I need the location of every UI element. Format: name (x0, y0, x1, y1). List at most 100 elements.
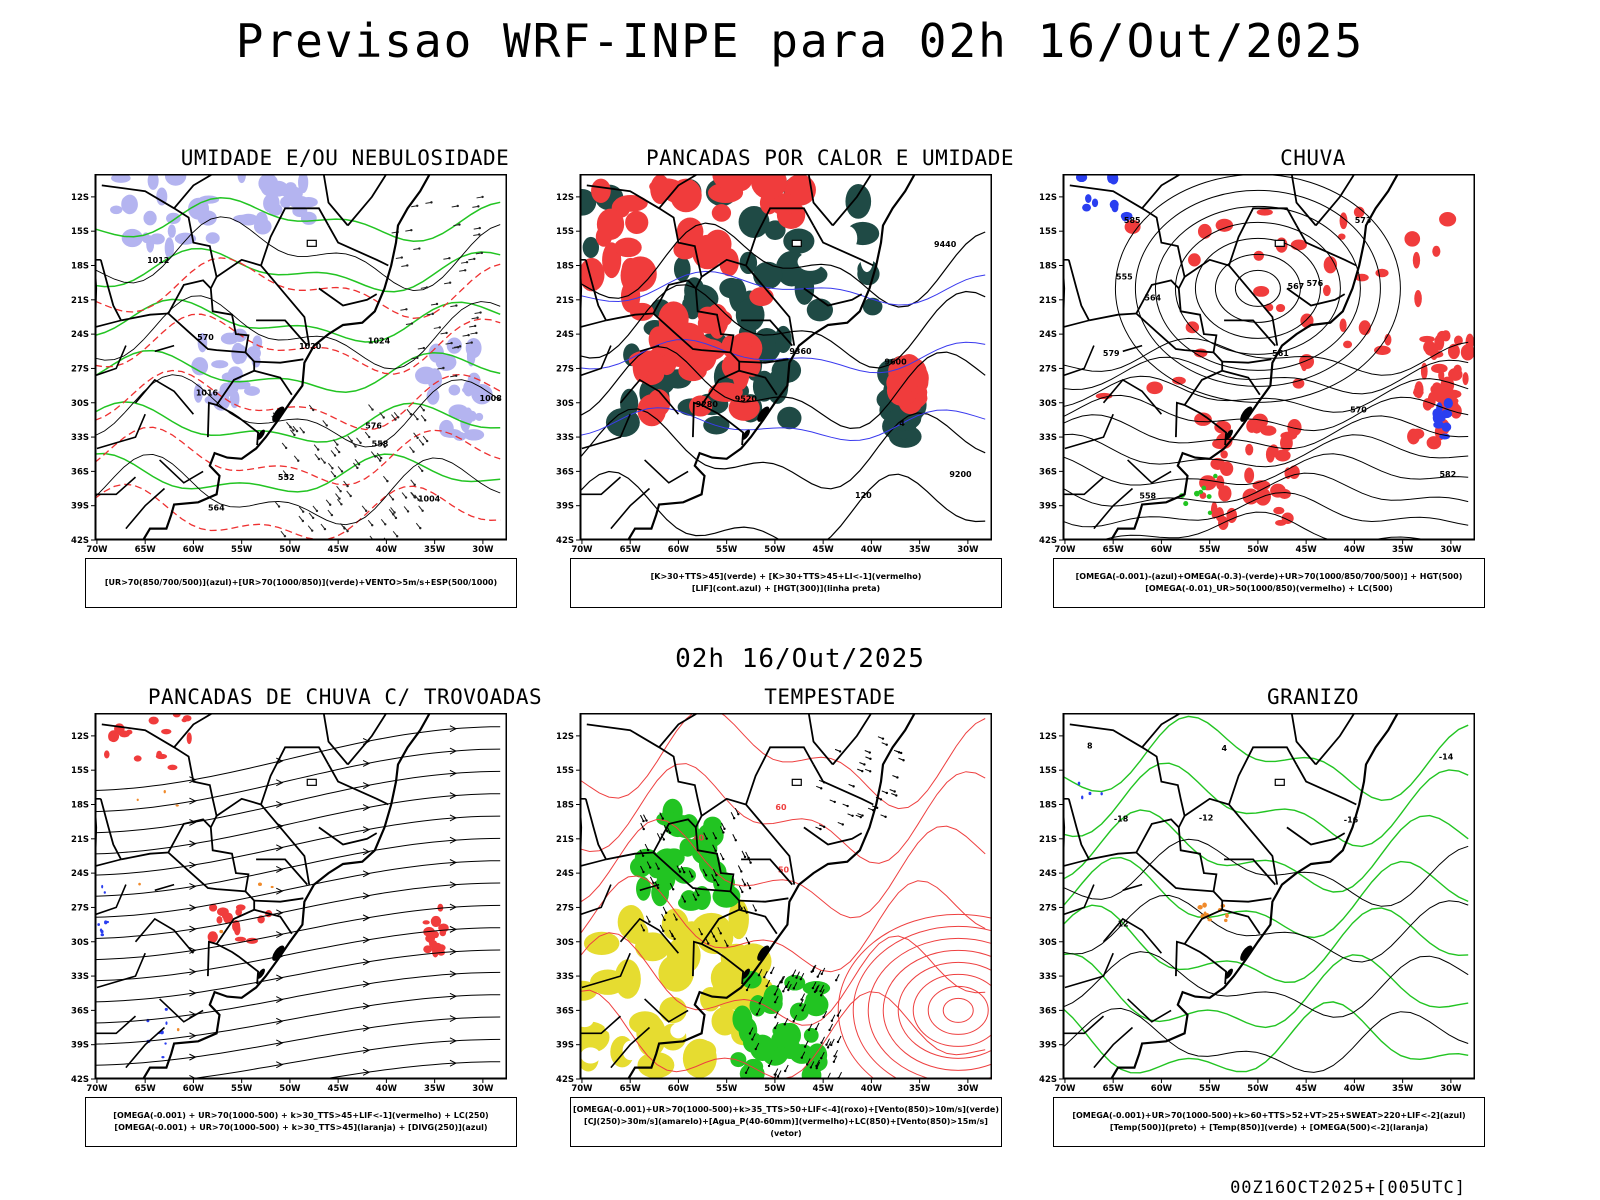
legend-line: [OMEGA(-0.001)+UR>70(1000-500)+k>35_TTS>… (573, 1105, 999, 1114)
wind-vector-head (897, 751, 901, 754)
wind-vector-head (438, 326, 442, 329)
wind-vector-head (813, 990, 817, 994)
political-border (1135, 279, 1180, 314)
streamline (95, 793, 501, 855)
filled-area (1120, 211, 1133, 221)
contour-label: 576 (365, 421, 382, 430)
filled-area (751, 174, 787, 200)
filled-area (1203, 911, 1207, 917)
lon-tick-label: 60W (1151, 1084, 1173, 1094)
streamline (95, 726, 501, 791)
wind-vector-head (648, 920, 651, 923)
political-border (619, 917, 680, 954)
streamline-arrow (189, 1032, 197, 1040)
wind-vector-head (767, 1064, 771, 1068)
lat-tick-label: 30S (71, 938, 89, 948)
wind-vector-head (387, 542, 389, 544)
political-border (95, 858, 122, 867)
filled-area (860, 245, 874, 273)
filled-area (1146, 381, 1163, 395)
streamline-arrow (449, 769, 458, 777)
lat-tick-label: 27S (1039, 903, 1057, 913)
filled-area (205, 232, 220, 244)
political-border (580, 319, 607, 328)
filled-area (1439, 212, 1457, 227)
filled-area (629, 302, 655, 321)
streamline-arrow (449, 903, 458, 911)
political-border (658, 713, 699, 748)
filled-area (708, 382, 743, 402)
filled-area (166, 212, 181, 225)
contour-line (95, 298, 501, 343)
political-border (95, 319, 122, 328)
contour-label: 561 (1272, 349, 1289, 358)
filled-area (467, 372, 481, 388)
filled-area (466, 345, 476, 367)
wind-vector-head (340, 503, 343, 506)
filled-area (663, 848, 685, 867)
filled-area (749, 287, 774, 307)
panel-legend: [UR>70(850/700/500)](azul)+[UR>70(1000/8… (85, 558, 517, 608)
wind-vector-head (683, 871, 686, 874)
lon-tick-label: 35W (424, 1084, 446, 1094)
filled-area (446, 337, 462, 354)
contour-line (1063, 433, 1469, 468)
political-border (1228, 207, 1298, 266)
wind-vector-head (413, 483, 416, 487)
political-border (173, 174, 214, 209)
lat-tick-label: 42S (1039, 1075, 1057, 1085)
filled-area (1107, 174, 1114, 184)
filled-area (1278, 488, 1291, 499)
wind-vector-head (478, 226, 481, 230)
lagoon (757, 945, 770, 961)
lon-tick-label: 35W (1392, 1084, 1414, 1094)
wind-vector-head (283, 534, 287, 538)
political-border (322, 174, 349, 227)
filled-area (845, 183, 872, 219)
political-border (580, 858, 607, 867)
wind-vector-head (668, 831, 672, 834)
wind-vector-head (338, 497, 341, 500)
lat-tick-label: 15S (556, 227, 574, 237)
wind-vector-head (732, 817, 736, 820)
political-border (154, 883, 175, 892)
filled-area (182, 715, 192, 722)
streamline-arrow (362, 958, 371, 966)
filled-area (592, 1001, 611, 1020)
wind-vector-head (317, 457, 321, 461)
wind-vector-head (340, 470, 344, 473)
lat-tick-label: 39S (71, 502, 89, 512)
filled-area (637, 1051, 675, 1079)
contour-label: 564 (1144, 294, 1161, 303)
streamline-arrow (449, 1037, 458, 1045)
lon-tick-label: 40W (861, 545, 883, 555)
filled-area (138, 882, 141, 886)
political-border (322, 713, 349, 766)
political-border (154, 344, 175, 353)
wind-vector-head (419, 526, 422, 530)
panel-title: UMIDADE E/OU NEBULOSIDADE (180, 146, 510, 170)
contour-line (1063, 952, 1469, 1029)
filled-area (692, 1040, 717, 1062)
political-border (580, 1015, 622, 1035)
contour-line (882, 949, 992, 1071)
wind-vector-head (383, 445, 387, 448)
filled-area (209, 903, 218, 912)
wind-vector-head (740, 907, 743, 910)
lon-tick-label: 65W (135, 545, 157, 555)
streamline-arrow (362, 1024, 371, 1032)
contour-label: 564 (208, 504, 225, 513)
filled-area (771, 357, 802, 383)
lon-tick-label: 70W (86, 545, 108, 555)
political-border (95, 1015, 137, 1035)
political-border (741, 319, 793, 347)
political-border (167, 851, 246, 893)
contour-line (1063, 894, 1469, 963)
wind-vector-head (649, 866, 652, 869)
contour-label: 1020 (299, 342, 322, 351)
political-border (207, 940, 217, 977)
contour-line (942, 997, 974, 1023)
lat-tick-label: 30S (556, 938, 574, 948)
streamline-arrow (276, 887, 284, 895)
wind-vector-head (825, 1043, 828, 1046)
